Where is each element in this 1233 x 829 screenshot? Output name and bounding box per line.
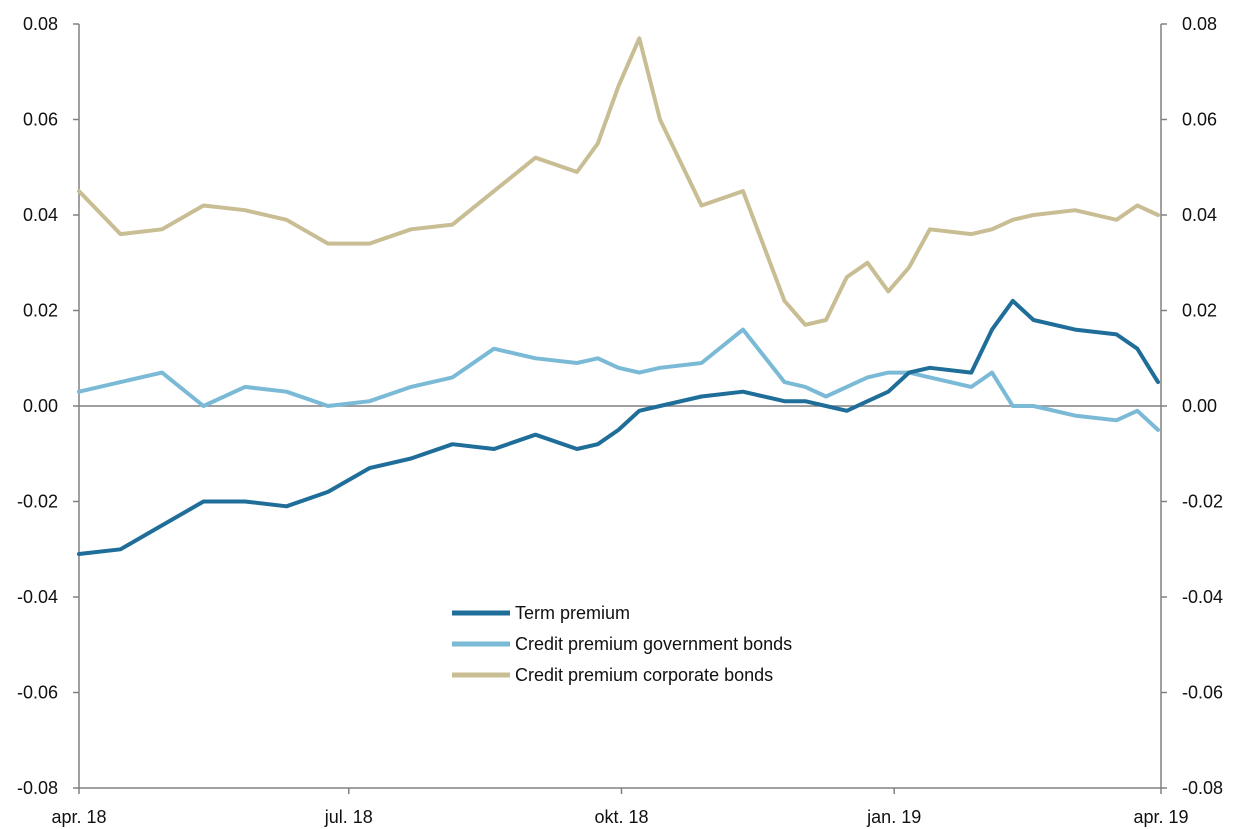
x-tick-label: apr. 19: [1133, 807, 1188, 827]
y-tick-label-right: 0.02: [1182, 301, 1217, 321]
series-group: [77, 36, 1160, 556]
y-tick-label-left: 0.02: [23, 301, 58, 321]
y-tick-label-left: -0.08: [17, 778, 58, 798]
x-tick-label: jul. 18: [324, 807, 373, 827]
series-line: [77, 298, 1160, 556]
y-tick-label-right: -0.04: [1182, 587, 1223, 607]
legend-label: Credit premium corporate bonds: [515, 665, 773, 685]
legend: Term premium Credit premium government bo…: [452, 603, 792, 685]
y-tick-label-right: 0.06: [1182, 110, 1217, 130]
y-tick-label-left: 0.06: [23, 110, 58, 130]
right-tick-group: -0.08 -0.06 -0.04 -0.02 0.00 0.02 0.04 0.06 0.08: [1161, 14, 1223, 798]
y-tick-label-right: 0.08: [1182, 14, 1217, 34]
legend-label: Credit premium government bonds: [515, 634, 792, 654]
x-tick-label: okt. 18: [594, 807, 648, 827]
y-tick-label-right: 0.04: [1182, 205, 1217, 225]
y-tick-label-left: 0.08: [23, 14, 58, 34]
y-tick-label-left: -0.02: [17, 492, 58, 512]
y-tick-label-right: -0.02: [1182, 492, 1223, 512]
legend-label: Term premium: [515, 603, 630, 623]
y-tick-label-left: -0.04: [17, 587, 58, 607]
y-tick-label-right: -0.08: [1182, 778, 1223, 798]
y-tick-label-right: 0.00: [1182, 396, 1217, 416]
x-tick-label: jan. 19: [866, 807, 921, 827]
y-tick-label-left: 0.00: [23, 396, 58, 416]
left-tick-group: -0.08 -0.06 -0.04 -0.02 0.00 0.02 0.04 0.06 0.08: [17, 14, 79, 798]
y-tick-label-right: -0.06: [1182, 683, 1223, 703]
y-tick-label-left: 0.04: [23, 205, 58, 225]
x-tick-group: apr. 18 jul. 18 okt. 18 jan. 19 apr. 19: [51, 788, 1189, 827]
series-line: [77, 36, 1160, 327]
x-tick-label: apr. 18: [51, 807, 106, 827]
series-line: [77, 327, 1160, 432]
y-tick-label-left: -0.06: [17, 683, 58, 703]
